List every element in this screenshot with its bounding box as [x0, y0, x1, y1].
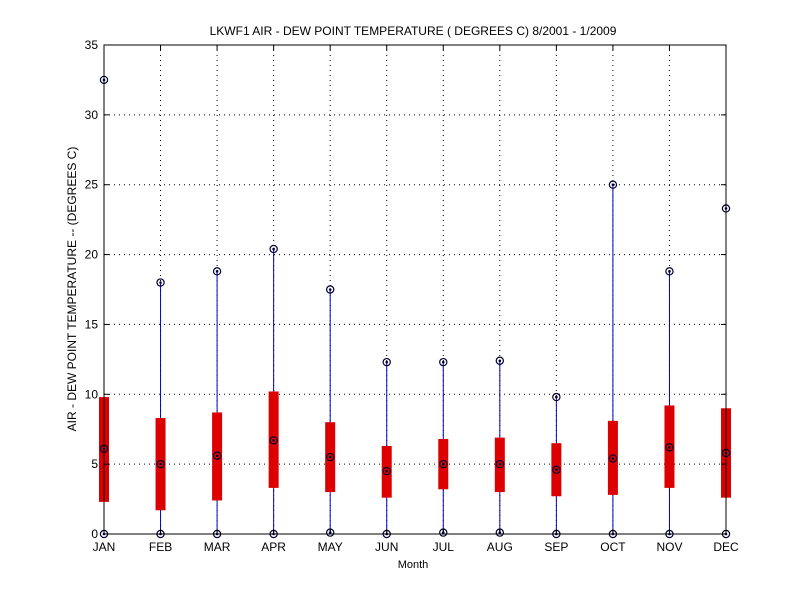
max-marker-dot [498, 359, 502, 363]
x-tick-label: OCT [600, 540, 626, 554]
x-tick-label: MAR [204, 540, 231, 554]
max-marker-dot [328, 288, 332, 291]
max-marker-dot [385, 360, 389, 364]
max-marker-dot [611, 183, 615, 187]
y-tick-label: 5 [91, 457, 98, 471]
x-tick-label: DEC [713, 540, 739, 554]
x-axis-label: Month [398, 559, 429, 571]
max-marker-dot [555, 395, 558, 399]
box-apr [268, 248, 279, 534]
box-mar [212, 271, 223, 534]
x-tick-label: JUL [433, 540, 455, 554]
max-marker-ring [212, 267, 222, 276]
max-marker-dot [441, 360, 445, 364]
axis-ticks: 0 5 10 15 20 25 30 35 JAN FEB MAR APR MAY JUN JUL AUG SE… [85, 38, 739, 554]
box-oct [607, 184, 618, 534]
max-marker-dot [215, 270, 219, 273]
y-tick-label: 20 [85, 248, 99, 262]
median-marker [439, 459, 448, 469]
max-marker-dot [159, 281, 162, 284]
median-marker [382, 466, 391, 476]
max-marker [608, 180, 618, 189]
max-marker-ring [382, 357, 391, 367]
max-marker [552, 392, 561, 402]
median-marker-ring [495, 459, 505, 469]
y-axis-label: AIR - DEW POINT TEMPERATURE -- (DEGREES … [65, 147, 79, 432]
max-marker-ring [269, 244, 278, 254]
box-jun [381, 362, 392, 534]
x-tick-label: JUN [375, 540, 398, 554]
x-tick-label: JAN [93, 540, 116, 554]
x-tick-label: APR [261, 540, 286, 554]
median-marker [495, 459, 505, 469]
y-tick-label: 30 [85, 108, 99, 122]
median-marker [156, 459, 165, 469]
median-marker-dot [385, 469, 389, 473]
box-nov [664, 271, 675, 534]
median-marker [212, 451, 222, 460]
median-marker-dot [441, 462, 445, 466]
axes-frame [103, 44, 727, 535]
max-marker-ring [156, 278, 165, 287]
max-marker [382, 357, 391, 367]
plot-area [99, 75, 731, 539]
max-marker-dot [272, 247, 275, 251]
max-marker [495, 356, 505, 365]
max-marker-ring [608, 180, 618, 189]
max-marker [212, 267, 222, 276]
max-marker-ring [325, 285, 335, 294]
x-tick-label: SEP [544, 540, 568, 554]
x-tick-label: MAY [318, 540, 343, 554]
y-tick-label: 35 [85, 38, 99, 52]
median-marker-dot [159, 462, 162, 466]
median-marker [665, 443, 674, 452]
median-marker-ring [325, 452, 335, 462]
median-marker-ring [212, 451, 222, 460]
max-marker-ring [439, 357, 448, 367]
median-marker-ring [552, 465, 561, 474]
max-marker [325, 285, 335, 294]
box-jul [438, 362, 449, 533]
chart-title: LKWF1 AIR - DEW POINT TEMPERATURE ( DEGR… [210, 24, 617, 38]
median-marker-ring [382, 466, 391, 476]
max-marker [156, 278, 165, 287]
median-marker-dot [215, 454, 219, 458]
median-marker-dot [668, 446, 671, 449]
grid-lines [104, 45, 726, 534]
max-marker [665, 267, 674, 276]
box-feb [155, 282, 166, 534]
max-marker-dot [668, 270, 671, 273]
median-marker [608, 454, 618, 463]
box-aug [494, 360, 505, 533]
median-marker-dot [611, 457, 615, 460]
max-marker-ring [495, 356, 505, 365]
max-marker-ring [665, 267, 674, 276]
x-tick-label: FEB [149, 540, 172, 554]
median-marker-ring [608, 454, 618, 463]
box-may [325, 289, 336, 533]
y-tick-label: 25 [85, 178, 99, 192]
median-marker [269, 436, 278, 445]
x-tick-label: NOV [656, 540, 682, 554]
median-marker-ring [665, 443, 674, 452]
median-marker-dot [272, 439, 275, 442]
median-marker [325, 452, 335, 462]
median-marker-dot [555, 468, 558, 472]
median-marker-ring [156, 459, 165, 469]
max-marker-ring [552, 392, 561, 402]
max-marker [439, 357, 448, 367]
median-marker-ring [269, 436, 278, 445]
x-tick-label: AUG [487, 540, 513, 554]
median-marker-ring [439, 459, 448, 469]
y-tick-label: 15 [85, 317, 99, 331]
y-tick-label: 10 [85, 387, 99, 401]
median-marker-dot [328, 455, 332, 459]
max-marker [269, 244, 278, 254]
median-marker-dot [498, 462, 502, 466]
median-marker [552, 465, 561, 474]
y-tick-label: 0 [91, 527, 98, 541]
